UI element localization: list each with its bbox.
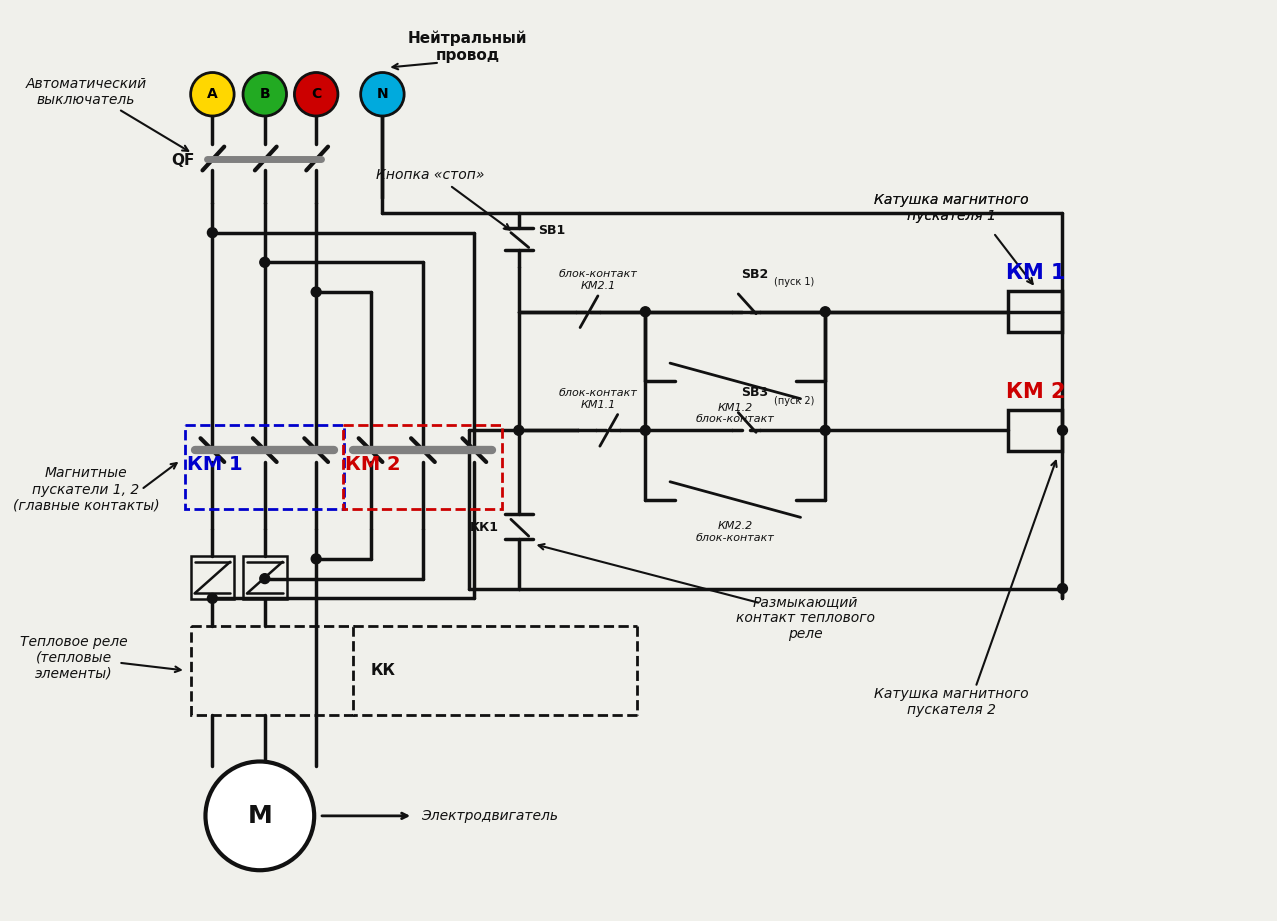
Circle shape bbox=[640, 426, 650, 436]
Text: (пуск 2): (пуск 2) bbox=[774, 396, 815, 405]
Text: C: C bbox=[312, 87, 322, 101]
Text: КМ 2: КМ 2 bbox=[1006, 381, 1065, 402]
Text: Кнопка «стоп»: Кнопка «стоп» bbox=[375, 169, 484, 182]
Text: блок-контакт
КМ2.1: блок-контакт КМ2.1 bbox=[558, 269, 637, 291]
Text: Электродвигатель: Электродвигатель bbox=[421, 809, 558, 822]
Circle shape bbox=[820, 307, 830, 317]
Text: SB1: SB1 bbox=[539, 224, 566, 238]
Text: (пуск 1): (пуск 1) bbox=[774, 277, 815, 287]
Circle shape bbox=[295, 73, 338, 116]
Text: КМ 1: КМ 1 bbox=[1006, 263, 1065, 283]
Circle shape bbox=[820, 426, 830, 436]
Text: Размыкающий
контакт теплового
реле: Размыкающий контакт теплового реле bbox=[736, 595, 875, 641]
Text: КМ2.2
блок-контакт: КМ2.2 блок-контакт bbox=[696, 521, 775, 542]
Bar bbox=[1008, 410, 1062, 451]
Text: М: М bbox=[248, 804, 272, 828]
Bar bbox=[342, 426, 502, 509]
Text: КК1: КК1 bbox=[470, 520, 499, 534]
Text: Катушка магнитного
пускателя 2: Катушка магнитного пускателя 2 bbox=[875, 687, 1029, 717]
Circle shape bbox=[190, 73, 234, 116]
Bar bbox=[190, 626, 352, 715]
Circle shape bbox=[207, 593, 217, 603]
Bar bbox=[190, 556, 234, 600]
Text: Нейтральный
провод: Нейтральный провод bbox=[407, 30, 527, 64]
Circle shape bbox=[206, 762, 314, 870]
Circle shape bbox=[259, 257, 269, 267]
Circle shape bbox=[513, 426, 524, 436]
Circle shape bbox=[640, 307, 650, 317]
Circle shape bbox=[1057, 584, 1068, 593]
Text: Катушка магнитного
пускателя 1: Катушка магнитного пускателя 1 bbox=[875, 192, 1029, 223]
Text: Тепловое реле
(тепловые
элементы): Тепловое реле (тепловые элементы) bbox=[20, 635, 128, 681]
Text: QF: QF bbox=[171, 153, 194, 168]
Circle shape bbox=[207, 227, 217, 238]
Circle shape bbox=[312, 554, 321, 564]
Text: SB2: SB2 bbox=[741, 268, 769, 281]
Text: КМ 2: КМ 2 bbox=[345, 456, 401, 474]
Circle shape bbox=[312, 287, 321, 297]
Text: Катушка магнитного
пускателя 1: Катушка магнитного пускателя 1 bbox=[875, 192, 1029, 223]
Bar bbox=[1008, 291, 1062, 332]
Circle shape bbox=[243, 73, 286, 116]
Text: КМ1.2
блок-контакт: КМ1.2 блок-контакт bbox=[696, 402, 775, 425]
Text: КМ 1: КМ 1 bbox=[186, 456, 243, 474]
Text: A: A bbox=[207, 87, 218, 101]
Text: SB3: SB3 bbox=[741, 386, 769, 400]
Text: Магнитные
пускатели 1, 2
(главные контакты): Магнитные пускатели 1, 2 (главные контак… bbox=[13, 466, 160, 513]
Text: B: B bbox=[259, 87, 269, 101]
Text: КК: КК bbox=[370, 663, 396, 678]
Circle shape bbox=[1057, 426, 1068, 436]
Text: блок-контакт
КМ1.1: блок-контакт КМ1.1 bbox=[558, 388, 637, 410]
Text: N: N bbox=[377, 87, 388, 101]
Circle shape bbox=[259, 574, 269, 584]
Bar bbox=[243, 556, 286, 600]
Text: Автоматический
выключатель: Автоматический выключатель bbox=[26, 77, 147, 108]
Circle shape bbox=[360, 73, 404, 116]
Bar bbox=[185, 426, 344, 509]
